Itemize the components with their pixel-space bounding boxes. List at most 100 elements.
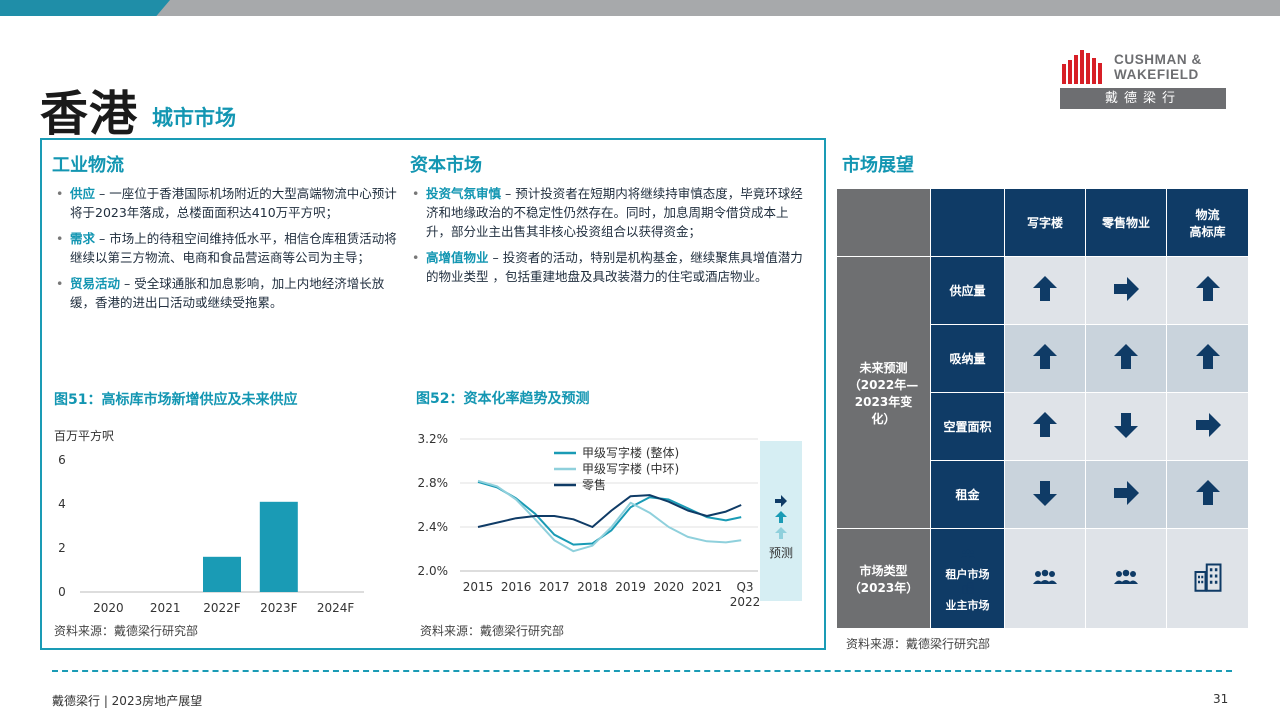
footer-text: 戴德梁行 | 2023房地产展望 <box>52 694 203 708</box>
arrow-right-icon <box>1195 413 1221 437</box>
footer-divider <box>52 670 1232 672</box>
arrow-up-icon <box>1033 412 1057 437</box>
arrow-up-icon <box>1033 276 1057 301</box>
top-bar-accent <box>0 0 170 16</box>
y-tick-label: 2.0% <box>418 564 449 578</box>
building-logo-icon <box>1062 50 1102 84</box>
fig51-source: 资料来源：戴德梁行研究部 <box>54 624 199 638</box>
y-tick-label: 2.8% <box>418 476 449 490</box>
market-type-cell <box>1004 528 1086 629</box>
bar <box>259 501 298 592</box>
list-item: 投资气氛审慎 – 预计投资者在短期内将继续持审慎态度，毕竟环球经济和地缘政治的不… <box>412 184 806 241</box>
outlook-cell <box>1166 324 1249 393</box>
outlook-cell <box>1166 256 1249 325</box>
arrow-up-icon <box>1033 344 1057 369</box>
y-tick-label: 2.4% <box>418 520 449 534</box>
x-tick-label: 2020 <box>93 601 124 615</box>
outlook-cell <box>1004 256 1086 325</box>
series-line <box>477 494 742 528</box>
x-tick-label: Q3 <box>736 580 753 594</box>
logo-chinese: 戴德梁行 <box>1060 88 1226 109</box>
x-tick-label: 2020 <box>653 580 684 594</box>
forecast-arrow-icon <box>775 495 787 507</box>
x-tick-label: 2024F <box>317 601 355 615</box>
row-label: 吸纳量 <box>930 324 1005 393</box>
x-tick-label: 2021 <box>692 580 723 594</box>
landlord-market-icon <box>1194 563 1221 592</box>
outlook-heading: 市场展望 <box>842 155 914 176</box>
list-item: 高增值物业 – 投资者的活动，特别是机构基金，继续聚焦具增值潜力的物业类型 ，包… <box>412 248 806 286</box>
column-header: 物流 高标库 <box>1166 188 1249 257</box>
arrow-up-icon <box>1195 276 1220 301</box>
market-type-legend: 租户市场 业主市场 <box>930 528 1005 629</box>
tenant-market-icon <box>960 549 975 558</box>
arrow-right-icon <box>1114 481 1139 505</box>
outlook-table: 写字楼 零售物业 物流 高标库 未来预测 （2022年— 2023年变 化） 供应量 吸纳量 空置面… <box>836 188 1249 629</box>
market-type-cell <box>1166 528 1249 629</box>
forecast-arrow-icon <box>775 511 787 523</box>
table-corner <box>930 188 1005 257</box>
x-tick-label: 2018 <box>577 580 608 594</box>
y-tick-label: 4 <box>58 497 66 511</box>
page-subtitle: 城市市场 <box>152 106 236 130</box>
industrial-bullets: 供应 – 一座位于香港国际机场附近的大型高端物流中心预计将于2023年落成，总楼… <box>56 184 400 319</box>
market-type-cell <box>1085 528 1167 629</box>
legend-label: 甲级写字楼 (中环) <box>582 461 679 476</box>
bar-chart: 0 2 4 6 2020 2021 2022F 2023F 2024F <box>58 453 364 615</box>
x-tick-label: 2019 <box>615 580 646 594</box>
outlook-cell <box>1004 460 1086 529</box>
legend-label: 零售 <box>582 477 606 492</box>
top-bar <box>0 0 1280 16</box>
fig52-title: 图52：资本化率趋势及预测 <box>416 391 590 407</box>
list-item: 需求 – 市场上的待租空间维持低水平，相信仓库租赁活动将继续以第三方物流、电商和… <box>56 229 400 267</box>
x-tick-label: 2015 <box>463 580 494 594</box>
outlook-cell <box>1085 324 1167 393</box>
outlook-cell <box>1166 460 1249 529</box>
tenant-market-icon <box>1114 569 1138 584</box>
x-tick-label: 2022 <box>730 595 761 609</box>
capital-heading: 资本市场 <box>410 155 482 176</box>
legend-label: 甲级写字楼 (整体) <box>582 445 679 460</box>
table-row: 空置面积 <box>837 392 1249 461</box>
outlook-cell <box>1004 324 1086 393</box>
table-corner <box>836 188 931 257</box>
fig52-source: 资料来源：戴德梁行研究部 <box>420 624 565 638</box>
industrial-heading: 工业物流 <box>52 155 124 176</box>
series-line <box>477 479 742 553</box>
row-label: 租金 <box>930 460 1005 529</box>
company-logo: CUSHMAN & WAKEFIELD 戴德梁行 <box>1060 50 1226 110</box>
outlook-cell <box>1085 256 1167 325</box>
line-chart: 2.0% 2.4% 2.8% 3.2% 2015 2016 2017 2018 2019 2020… <box>418 432 802 609</box>
column-header: 零售物业 <box>1085 188 1167 257</box>
table-row: 市场类型 （2023年） 租户市场 业主市场 <box>836 528 1249 629</box>
outlook-cell <box>1004 392 1086 461</box>
main-panel <box>40 138 826 650</box>
arrow-up-icon <box>1195 480 1220 505</box>
arrow-down-icon <box>1033 481 1057 506</box>
x-tick-label: 2023F <box>260 601 298 615</box>
forecast-arrow-icon <box>775 527 787 539</box>
arrow-up-icon <box>1195 344 1220 369</box>
capital-bullets: 投资气氛审慎 – 预计投资者在短期内将继续持审慎态度，毕竟环球经济和地缘政治的不… <box>412 184 806 293</box>
market-type-label: 市场类型 （2023年） <box>836 528 931 629</box>
y-tick-label: 6 <box>58 453 66 467</box>
y-tick-label: 3.2% <box>418 432 449 446</box>
column-header: 写字楼 <box>1004 188 1086 257</box>
fig51-title: 图51：高标库市场新增供应及未来供应 <box>54 392 298 408</box>
outlook-cell <box>1085 460 1167 529</box>
x-tick-label: 2016 <box>501 580 532 594</box>
row-label: 空置面积 <box>930 392 1005 461</box>
outlook-cell <box>1166 392 1249 461</box>
page-title: 香港 <box>40 86 139 142</box>
list-item: 贸易活动 – 受全球通胀和加息影响，加上内地经济增长放缓，香港的进出口活动或继续… <box>56 274 400 312</box>
forecast-label: 预测 <box>769 546 793 560</box>
outlook-cell <box>1085 392 1167 461</box>
arrow-right-icon <box>1114 277 1139 301</box>
y-tick-label: 0 <box>58 585 66 599</box>
arrow-down-icon <box>1114 413 1138 438</box>
table-row: 未来预测 （2022年— 2023年变 化） 供应量 <box>836 256 1249 529</box>
logo-name: CUSHMAN & WAKEFIELD <box>1114 52 1202 82</box>
outlook-source: 资料来源：戴德梁行研究部 <box>846 637 991 651</box>
x-tick-label: 2021 <box>150 601 181 615</box>
landlord-market-icon <box>962 582 973 594</box>
